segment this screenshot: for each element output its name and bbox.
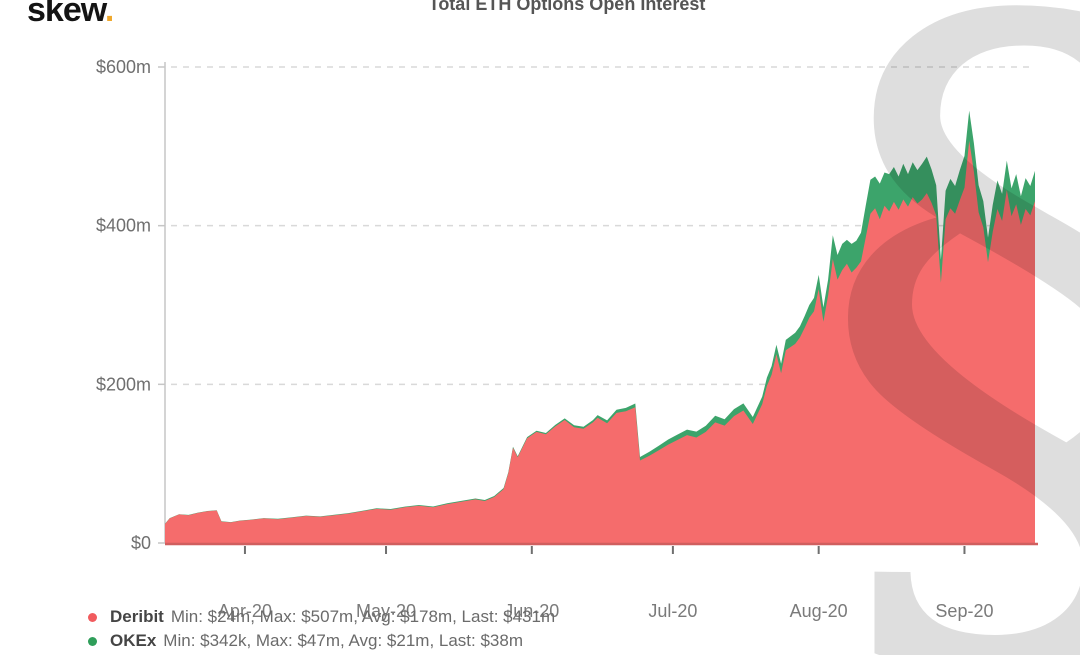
x-tick-label: Jul-20 [648, 601, 697, 621]
y-tick-label: $0 [131, 533, 151, 553]
x-tick-label: Sep-20 [935, 601, 993, 621]
x-tick-label: Apr-20 [218, 601, 272, 621]
y-tick-label: $600m [96, 57, 151, 77]
y-tick-label: $400m [96, 216, 151, 236]
x-tick-label: May-20 [356, 601, 416, 621]
legend-item-deribit[interactable]: Deribit Min: $24m, Max: $507m, Avg: $178… [88, 605, 555, 629]
legend-item-okex[interactable]: OKEx Min: $342k, Max: $47m, Avg: $21m, L… [88, 629, 555, 653]
deribit-area [165, 140, 1035, 544]
deribit-legend-name: Deribit [110, 607, 164, 626]
deribit-series-dot-icon [88, 612, 97, 622]
skew-logo-dot: . [104, 0, 115, 29]
okex-legend-stats: Min: $342k, Max: $47m, Avg: $21m, Last: … [163, 631, 524, 650]
legend: Deribit Min: $24m, Max: $507m, Avg: $178… [88, 605, 555, 653]
skew-logo: skew. [27, 0, 115, 30]
deribit-legend-stats: Min: $24m, Max: $507m, Avg: $178m, Last:… [170, 607, 556, 626]
okex-series-dot-icon [88, 636, 97, 646]
chart-title: Total ETH Options Open Interest [428, 0, 706, 14]
skew-logo-text: skew [27, 0, 106, 29]
y-tick-label: $200m [96, 374, 151, 394]
okex-legend-name: OKEx [110, 631, 157, 650]
x-tick-label: Jun-20 [504, 601, 559, 621]
x-tick-label: Aug-20 [790, 601, 848, 621]
